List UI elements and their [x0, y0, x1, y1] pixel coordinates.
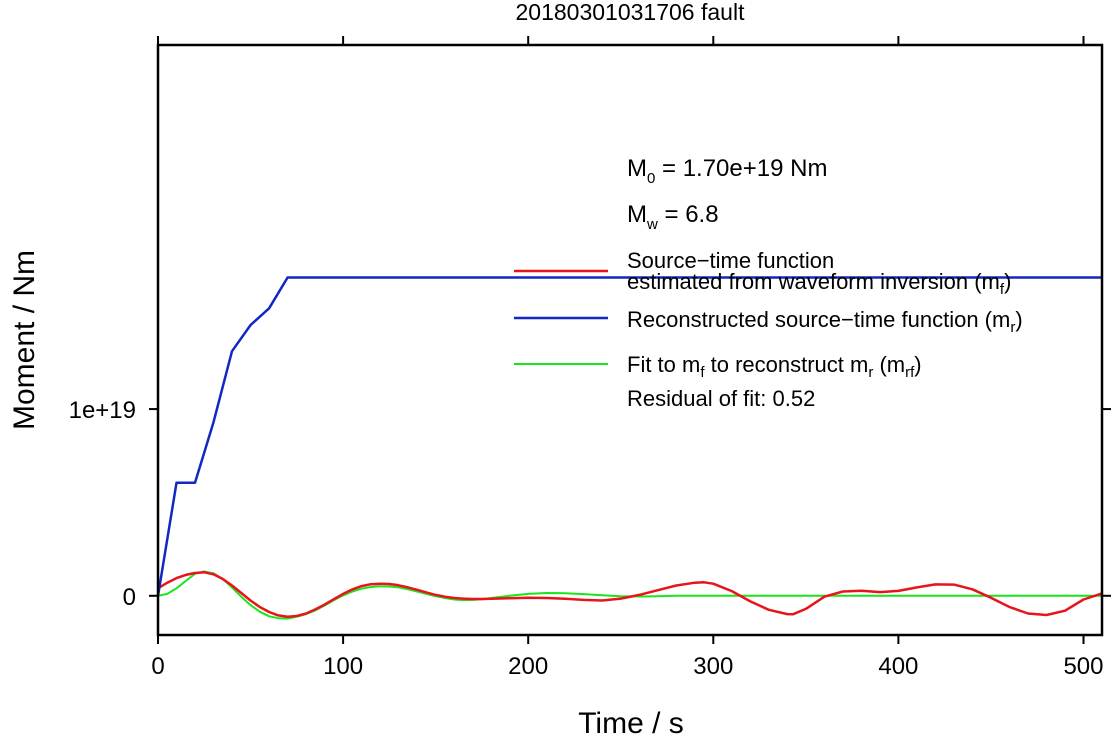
- y-axis-label: Moment / Nm: [8, 250, 41, 430]
- x-tick-label: 300: [693, 653, 733, 680]
- series-fit: [157, 570, 1102, 620]
- legend-entry-source-time-function: Source−time function estimated from wave…: [514, 248, 1011, 298]
- x-tick-label: 0: [151, 653, 164, 680]
- annotations: M0 = 1.70e+19 Nm Mw = 6.8: [627, 155, 827, 233]
- x-tick-label: 200: [508, 653, 548, 680]
- chart-title: 20180301031706 fault: [516, 0, 746, 25]
- legend-label-fit: Fit to mf to reconstruct mr (mrf): [627, 352, 922, 381]
- legend-label-source-time-function: Source−time function: [627, 248, 834, 273]
- y-tick-label: 0: [123, 584, 136, 611]
- legend-label-estimated: estimated from waveform inversion (mf): [627, 269, 1011, 298]
- residual-annotation: Residual of fit: 0.52: [627, 386, 815, 411]
- plot-area: 0 100 200 300 400 500 0 1e+19: [69, 36, 1111, 680]
- ticks-layer: 0 100 200 300 400 500 0 1e+19: [69, 36, 1111, 680]
- series-estimated-stf: [157, 571, 1103, 618]
- x-tick-label: 400: [878, 653, 918, 680]
- legend-label-reconstructed: Reconstructed source−time function (mr): [627, 307, 1023, 336]
- x-tick-label: 100: [323, 653, 363, 680]
- plot-frame: [156, 43, 1104, 637]
- legend-entry-reconstructed: Reconstructed source−time function (mr): [514, 307, 1023, 336]
- x-tick-label: 500: [1063, 653, 1103, 680]
- series-layer: [156, 276, 1103, 620]
- seismic-moment-annotation: M0 = 1.70e+19 Nm: [627, 155, 827, 187]
- series-reconstructed-stf: [156, 276, 1102, 597]
- x-axis-label: Time / s: [578, 707, 684, 736]
- legend: Source−time function estimated from wave…: [514, 248, 1023, 411]
- y-tick-label: 1e+19: [69, 397, 136, 424]
- moment-magnitude-annotation: Mw = 6.8: [627, 201, 719, 233]
- legend-entry-fit: Fit to mf to reconstruct mr (mrf) Residu…: [514, 352, 922, 411]
